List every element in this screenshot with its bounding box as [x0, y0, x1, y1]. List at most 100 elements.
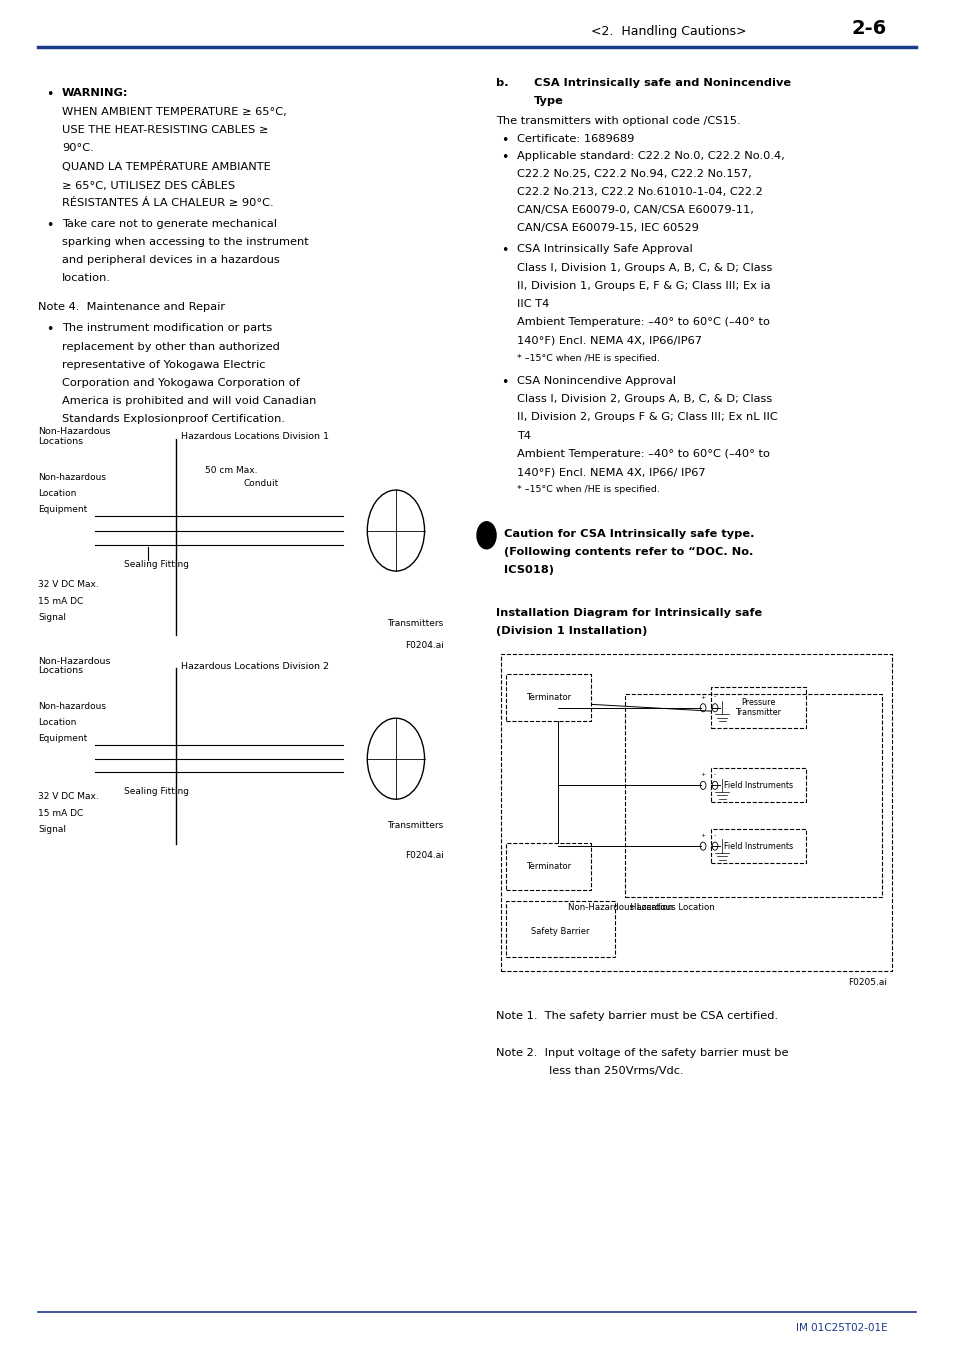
Text: USE THE HEAT-RESISTING CABLES ≥: USE THE HEAT-RESISTING CABLES ≥ — [62, 124, 268, 135]
Text: Installation Diagram for Intrinsically safe: Installation Diagram for Intrinsically s… — [496, 609, 761, 618]
Text: CSA Intrinsically Safe Approval: CSA Intrinsically Safe Approval — [517, 244, 692, 254]
Text: WARNING:: WARNING: — [62, 88, 129, 97]
Text: •: • — [46, 88, 53, 101]
Text: <2.  Handling Cautions>: <2. Handling Cautions> — [591, 24, 746, 38]
Text: C22.2 No.213, C22.2 No.61010-1-04, C22.2: C22.2 No.213, C22.2 No.61010-1-04, C22.2 — [517, 186, 762, 197]
Text: Transmitters: Transmitters — [387, 618, 443, 628]
Text: T4: T4 — [517, 431, 531, 440]
Text: The transmitters with optional code /CS15.: The transmitters with optional code /CS1… — [496, 116, 740, 126]
Text: -: - — [713, 833, 716, 838]
Text: Terminator: Terminator — [525, 861, 571, 871]
Text: •: • — [500, 134, 508, 147]
Text: Certificate: 1689689: Certificate: 1689689 — [517, 134, 634, 143]
Text: C22.2 No.25, C22.2 No.94, C22.2 No.157,: C22.2 No.25, C22.2 No.94, C22.2 No.157, — [517, 169, 751, 178]
Text: 90°C.: 90°C. — [62, 143, 93, 153]
Text: Pressure
Transmitter: Pressure Transmitter — [735, 698, 781, 717]
Text: and peripheral devices in a hazardous: and peripheral devices in a hazardous — [62, 255, 279, 265]
Text: Ambient Temperature: –40° to 60°C (–40° to: Ambient Temperature: –40° to 60°C (–40° … — [517, 317, 769, 327]
Text: F0204.ai: F0204.ai — [404, 850, 443, 860]
Text: Type: Type — [534, 96, 563, 105]
Text: •: • — [500, 151, 508, 165]
Text: CAN/CSA E60079-0, CAN/CSA E60079-11,: CAN/CSA E60079-0, CAN/CSA E60079-11, — [517, 205, 753, 215]
Text: (Following contents refer to “DOC. No.: (Following contents refer to “DOC. No. — [503, 547, 752, 556]
Text: Field Instruments: Field Instruments — [723, 780, 792, 790]
Text: Conduit: Conduit — [243, 479, 278, 489]
Text: Non-Hazardous: Non-Hazardous — [38, 427, 111, 436]
Text: less than 250Vrms/Vdc.: less than 250Vrms/Vdc. — [548, 1066, 682, 1076]
Text: Non-Hazardous: Non-Hazardous — [38, 656, 111, 666]
Text: 140°F) Encl. NEMA 4X, IP66/IP67: 140°F) Encl. NEMA 4X, IP66/IP67 — [517, 336, 701, 346]
Text: Note 4.  Maintenance and Repair: Note 4. Maintenance and Repair — [38, 302, 225, 312]
Text: 32 V DC Max.: 32 V DC Max. — [38, 580, 99, 590]
Text: Sealing Fitting: Sealing Fitting — [124, 787, 189, 796]
Text: •: • — [46, 219, 53, 232]
Text: •: • — [500, 244, 508, 258]
Text: (Division 1 Installation): (Division 1 Installation) — [496, 626, 647, 636]
Text: Signal: Signal — [38, 613, 66, 622]
Text: -: - — [713, 772, 716, 778]
Text: ≥ 65°C, UTILISEZ DES CÂBLES: ≥ 65°C, UTILISEZ DES CÂBLES — [62, 180, 234, 190]
Text: +: + — [700, 695, 705, 699]
Circle shape — [476, 522, 496, 549]
Text: Non-hazardous: Non-hazardous — [38, 472, 106, 482]
Text: * –15°C when /HE is specified.: * –15°C when /HE is specified. — [517, 354, 659, 363]
Text: 15 mA DC: 15 mA DC — [38, 597, 83, 606]
Text: Location: Location — [38, 489, 76, 498]
Text: Terminator: Terminator — [525, 693, 571, 702]
Text: 15 mA DC: 15 mA DC — [38, 809, 83, 818]
Text: Sealing Fitting: Sealing Fitting — [124, 560, 189, 570]
Text: Equipment: Equipment — [38, 734, 88, 744]
Text: location.: location. — [62, 273, 111, 284]
Text: Equipment: Equipment — [38, 505, 88, 514]
Text: Take care not to generate mechanical: Take care not to generate mechanical — [62, 219, 276, 228]
Text: Hazardous Locations Division 1: Hazardous Locations Division 1 — [181, 432, 329, 441]
Text: -: - — [713, 695, 716, 699]
Text: Hazardous Locations Division 2: Hazardous Locations Division 2 — [181, 662, 329, 671]
Text: Applicable standard: C22.2 No.0, C22.2 No.0.4,: Applicable standard: C22.2 No.0, C22.2 N… — [517, 151, 784, 161]
Text: CSA Intrinsically safe and Nonincendive: CSA Intrinsically safe and Nonincendive — [534, 78, 791, 88]
Text: representative of Yokogawa Electric: representative of Yokogawa Electric — [62, 360, 265, 370]
Text: * –15°C when /HE is specified.: * –15°C when /HE is specified. — [517, 486, 659, 494]
Text: F0205.ai: F0205.ai — [847, 977, 886, 987]
Text: RÉSISTANTES Á LA CHALEUR ≥ 90°C.: RÉSISTANTES Á LA CHALEUR ≥ 90°C. — [62, 197, 274, 208]
Text: II, Division 2, Groups F & G; Class III; Ex nL IIC: II, Division 2, Groups F & G; Class III;… — [517, 413, 777, 423]
Text: CSA Nonincendive Approval: CSA Nonincendive Approval — [517, 377, 676, 386]
Text: Class I, Division 2, Groups A, B, C, & D; Class: Class I, Division 2, Groups A, B, C, & D… — [517, 394, 772, 404]
Text: replacement by other than authorized: replacement by other than authorized — [62, 342, 279, 351]
Text: 140°F) Encl. NEMA 4X, IP66/ IP67: 140°F) Encl. NEMA 4X, IP66/ IP67 — [517, 467, 705, 477]
Text: Ambient Temperature: –40° to 60°C (–40° to: Ambient Temperature: –40° to 60°C (–40° … — [517, 450, 769, 459]
Text: The instrument modification or parts: The instrument modification or parts — [62, 323, 272, 333]
Text: 2-6: 2-6 — [851, 19, 886, 38]
Text: 50 cm Max.: 50 cm Max. — [205, 466, 257, 475]
Text: America is prohibited and will void Canadian: America is prohibited and will void Cana… — [62, 397, 316, 406]
Text: II, Division 1, Groups E, F & G; Class III; Ex ia: II, Division 1, Groups E, F & G; Class I… — [517, 281, 770, 290]
Text: Locations: Locations — [38, 666, 83, 675]
Text: Standards Explosionproof Certification.: Standards Explosionproof Certification. — [62, 414, 285, 424]
Text: Transmitters: Transmitters — [387, 821, 443, 830]
Text: Caution for CSA Intrinsically safe type.: Caution for CSA Intrinsically safe type. — [503, 529, 754, 539]
Text: •: • — [46, 323, 53, 336]
Text: b.: b. — [496, 78, 508, 88]
Text: Signal: Signal — [38, 825, 66, 834]
Text: Non-hazardous: Non-hazardous — [38, 702, 106, 711]
Text: Field Instruments: Field Instruments — [723, 841, 792, 850]
Text: •: • — [500, 377, 508, 389]
Text: ICS018): ICS018) — [503, 566, 553, 575]
Text: Safety Barrier: Safety Barrier — [531, 927, 589, 937]
Text: F0204.ai: F0204.ai — [404, 641, 443, 651]
Text: Class I, Division 1, Groups A, B, C, & D; Class: Class I, Division 1, Groups A, B, C, & D… — [517, 263, 772, 273]
Text: WHEN AMBIENT TEMPERATURE ≥ 65°C,: WHEN AMBIENT TEMPERATURE ≥ 65°C, — [62, 107, 287, 116]
Text: Location: Location — [38, 718, 76, 728]
Text: +: + — [700, 772, 705, 778]
Text: Corporation and Yokogawa Corporation of: Corporation and Yokogawa Corporation of — [62, 378, 299, 387]
Text: QUAND LA TEMPÉRATURE AMBIANTE: QUAND LA TEMPÉRATURE AMBIANTE — [62, 161, 271, 173]
Text: Non-Hazardous Location: Non-Hazardous Location — [567, 903, 672, 913]
Text: 32 V DC Max.: 32 V DC Max. — [38, 792, 99, 802]
Text: Note 2.  Input voltage of the safety barrier must be: Note 2. Input voltage of the safety barr… — [496, 1048, 788, 1058]
Text: IIC T4: IIC T4 — [517, 300, 549, 309]
Text: Locations: Locations — [38, 436, 83, 446]
Text: Note 1.  The safety barrier must be CSA certified.: Note 1. The safety barrier must be CSA c… — [496, 1011, 778, 1022]
Text: IM 01C25T02-01E: IM 01C25T02-01E — [795, 1323, 886, 1332]
Text: sparking when accessing to the instrument: sparking when accessing to the instrumen… — [62, 236, 309, 247]
Text: Hazardous Location: Hazardous Location — [629, 903, 714, 913]
